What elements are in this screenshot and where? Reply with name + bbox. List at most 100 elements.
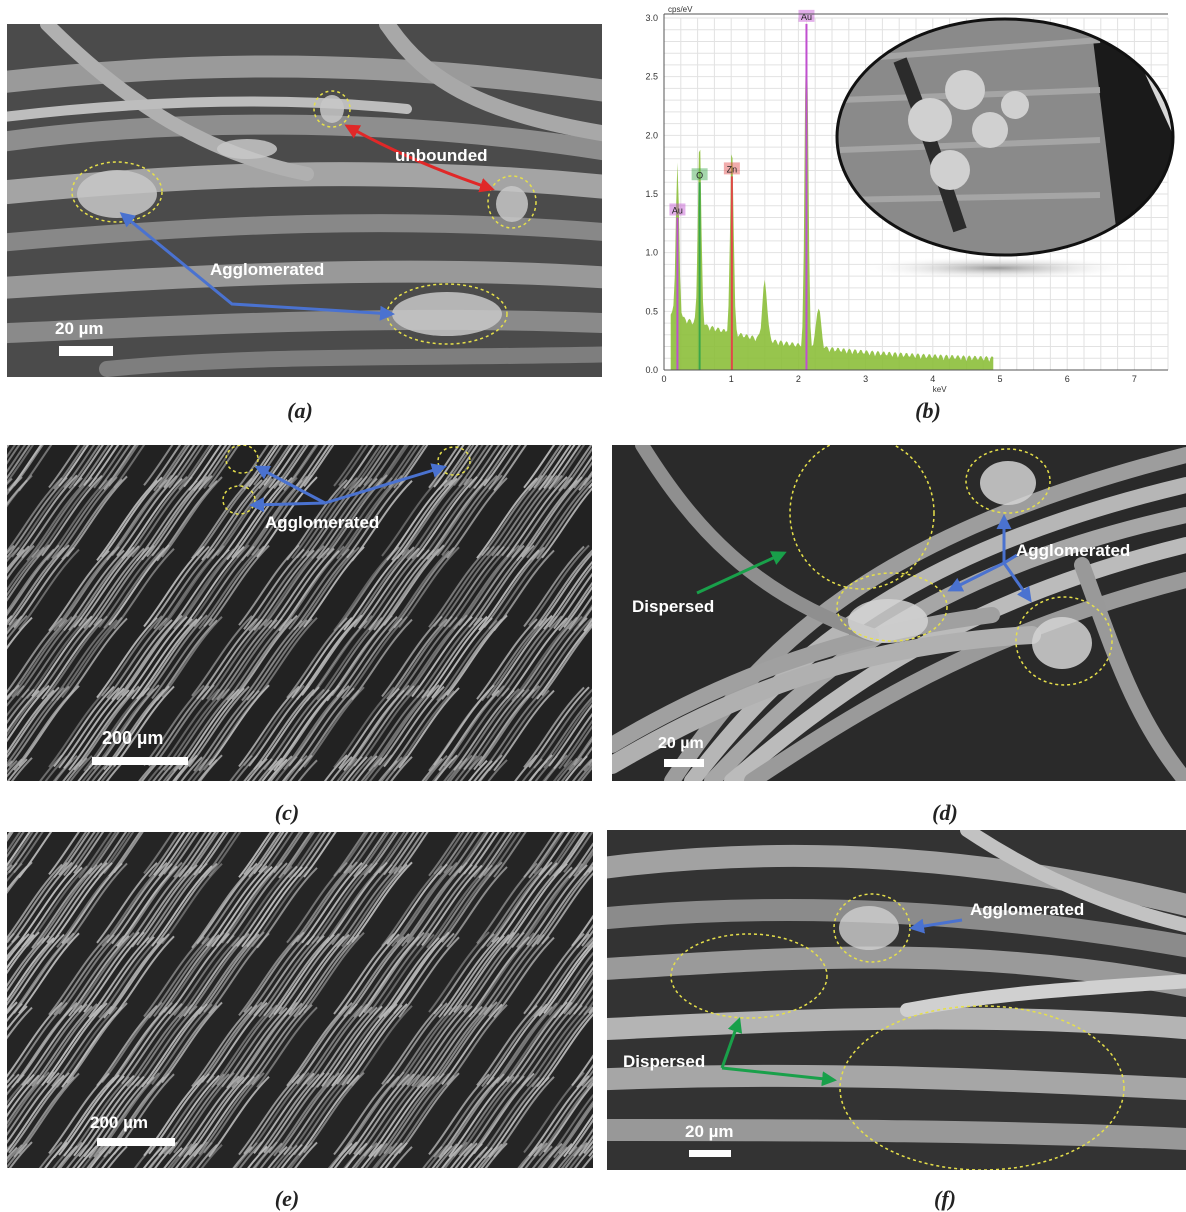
fiber-strand (7, 1072, 60, 1145)
sem-image-e: 200 µm (7, 832, 593, 1168)
fiber-strand (311, 862, 373, 945)
fiber-strand (111, 619, 173, 701)
fiber-strand (208, 684, 270, 766)
fiber-strand (388, 931, 450, 1013)
fiber-strand (188, 544, 250, 626)
fiber-strand (11, 861, 73, 944)
fiber-strand (339, 755, 363, 781)
fiber-strand (7, 684, 20, 700)
fiber-strand (436, 475, 498, 557)
x-tick-label: 0 (661, 374, 666, 384)
fiber-strand (531, 865, 593, 948)
fiber-strand (280, 1143, 303, 1168)
fiber-strand (329, 1142, 353, 1168)
fiber-strand (476, 477, 538, 559)
fiber-strand (7, 1074, 65, 1154)
fiber-strand (231, 476, 293, 559)
peak-label-bg (798, 9, 815, 22)
fiber-strand (336, 478, 398, 560)
fiber-strand (521, 758, 543, 781)
fiber-strand (478, 832, 513, 879)
fiber-strand (443, 445, 475, 488)
fiber-strand (7, 476, 23, 496)
fiber-strand (26, 479, 88, 562)
fiber-strand (288, 548, 350, 630)
fiber-strand (48, 445, 81, 489)
fiber-strand (180, 756, 203, 781)
fiber-strand (463, 688, 525, 771)
fiber-strand (446, 614, 508, 696)
fiber-strand (458, 932, 520, 1014)
fiber-strand (338, 933, 400, 1015)
fiber-strand (533, 1075, 593, 1157)
sem-image-d: Dispersed Agglomerated 20 µm (612, 445, 1186, 781)
fiber-strand (7, 689, 55, 755)
y-tick-label: 2.5 (645, 72, 658, 82)
fiber-strand (578, 1134, 593, 1157)
fiber-strand (18, 685, 80, 767)
fiber-strand (548, 951, 593, 1016)
fiber-strand (390, 756, 413, 781)
fiber-strand (373, 832, 406, 876)
fiber-strand (360, 756, 383, 781)
fiber-strand (550, 1143, 573, 1168)
fiber-strand (368, 549, 430, 631)
fiber-strand (484, 1142, 508, 1168)
fiber-strand (343, 445, 376, 489)
fiber-strand (343, 549, 405, 631)
fiber-strand (560, 1144, 583, 1168)
fiber-strand (7, 862, 23, 883)
fiber-strand (178, 445, 212, 491)
fiber-strand (278, 933, 340, 1015)
fiber-strand (468, 546, 530, 628)
peak-label-au: Au (801, 12, 812, 22)
fiber-strand (7, 687, 65, 766)
fiber-strand (7, 445, 17, 459)
fiber-strand (491, 614, 553, 697)
fiber-strand (316, 477, 378, 560)
fiber-strand (226, 1007, 288, 1089)
fiber-strand (111, 862, 173, 945)
fiber-strand (358, 547, 420, 629)
fiber-strand (53, 934, 115, 1016)
fiber-strand (467, 1146, 488, 1168)
fiber-strand (203, 545, 265, 628)
fiber-strand (278, 684, 340, 767)
fiber-strand (248, 832, 282, 878)
fiber-strand (486, 865, 548, 948)
fiber-strand (58, 546, 120, 628)
fiber-strand (44, 1141, 68, 1168)
fiber-strand (268, 445, 301, 489)
fiber-strand (51, 1005, 113, 1088)
fiber-strand (468, 688, 530, 771)
peak-label-bg (723, 162, 740, 175)
fiber-strand (168, 445, 201, 489)
fiber-strand (364, 1142, 388, 1168)
fiber-strand (388, 550, 450, 632)
fiber-strand (443, 935, 505, 1017)
fiber-strand (528, 754, 553, 781)
fiber-strand (8, 544, 70, 626)
fiber-strand (333, 445, 365, 487)
fiber-strand (146, 614, 208, 696)
fiber-strand (203, 1072, 265, 1154)
fiber-strand (96, 758, 118, 781)
fiber-strand (241, 866, 303, 948)
fiber-strand (458, 544, 520, 627)
fiber-strand (541, 624, 592, 697)
fiber-strand (7, 1076, 30, 1105)
fiber-strand (341, 1004, 403, 1086)
fiber-strand (446, 757, 468, 781)
fiber-strand (273, 832, 304, 874)
fiber-strand (289, 1142, 313, 1168)
fiber-strand (473, 1147, 493, 1168)
fiber-strand (73, 445, 104, 487)
fiber-strand (373, 1075, 435, 1158)
fiber-strand (521, 615, 583, 698)
x-tick-label: 7 (1132, 374, 1137, 384)
fiber-strand (21, 616, 83, 699)
fiber-strand (453, 689, 515, 771)
fiber-strand (368, 932, 430, 1014)
fiber-strand (283, 832, 315, 875)
fiber-strand (431, 474, 493, 556)
